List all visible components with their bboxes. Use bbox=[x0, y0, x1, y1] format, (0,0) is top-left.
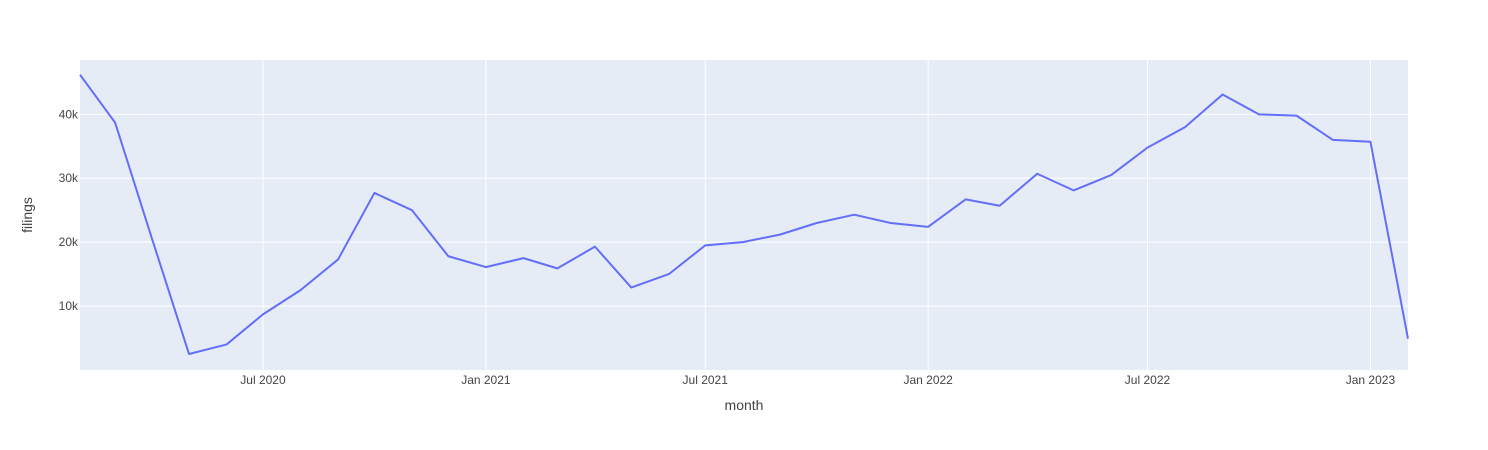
x-tick-label: Jul 2020 bbox=[240, 373, 286, 387]
plot-area bbox=[80, 60, 1408, 370]
y-gridlines bbox=[80, 113, 1408, 307]
x-tick-label: Jan 2021 bbox=[461, 373, 511, 387]
x-tick-labels: Jul 2020 Jan 2021 Jul 2021 Jan 2022 Jul 2022… bbox=[240, 373, 1395, 387]
y-tick-label: 20k bbox=[59, 235, 79, 249]
y-tick-label: 10k bbox=[59, 299, 79, 313]
x-tick-label: Jul 2021 bbox=[683, 373, 729, 387]
x-tick-label: Jan 2023 bbox=[1346, 373, 1396, 387]
y-tick-label: 40k bbox=[59, 107, 79, 121]
x-tick-label: Jan 2022 bbox=[903, 373, 953, 387]
series-line-filings bbox=[79, 74, 1409, 356]
x-tick-label: Jul 2022 bbox=[1125, 373, 1171, 387]
x-gridlines bbox=[262, 60, 1371, 370]
y-tick-label: 30k bbox=[59, 171, 79, 185]
x-axis-title: month bbox=[725, 397, 764, 413]
y-axis-title: filings bbox=[19, 197, 35, 233]
y-tick-labels: 10k 20k 30k 40k bbox=[59, 107, 79, 313]
